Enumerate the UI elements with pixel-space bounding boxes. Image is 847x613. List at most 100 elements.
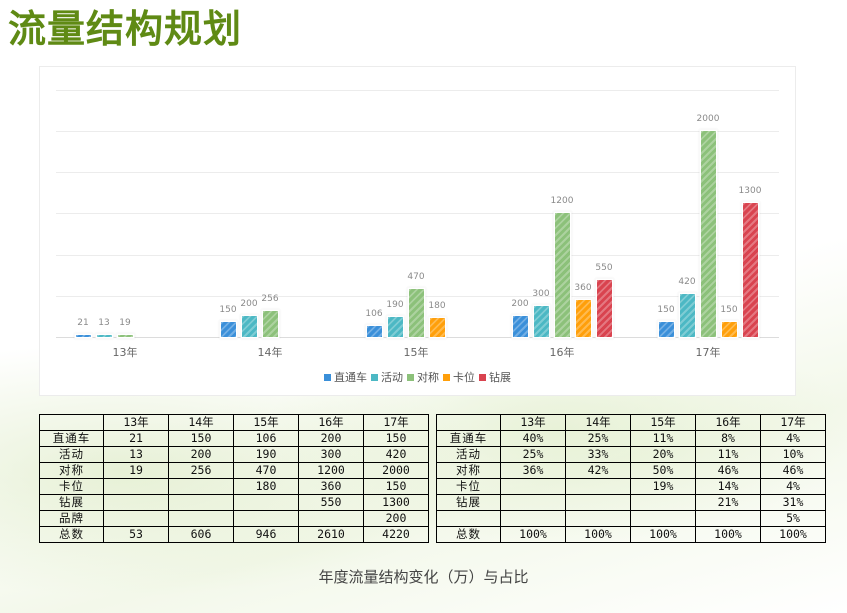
table-cell: 21% <box>695 494 761 511</box>
table-cell <box>233 510 299 527</box>
table-row: 钻展 21% 31% <box>436 494 826 511</box>
bar-4-0 <box>658 321 674 337</box>
table-cell: 46% <box>760 462 826 479</box>
table-row: 活动 25% 33% 20% 11% 10% <box>436 446 826 463</box>
table-cell: 11% <box>630 430 696 447</box>
table-row: 对称 36% 42% 50% 46% 46% <box>436 462 826 479</box>
table-cell: 150 <box>168 430 234 447</box>
bar-value-label: 300 <box>532 289 550 300</box>
table-cell: 4220 <box>363 526 429 543</box>
bar-3-1 <box>533 306 549 337</box>
row-label: 品牌 <box>39 510 104 527</box>
row-label: 总数 <box>436 526 501 543</box>
table-row: 钻展 550 1300 <box>39 494 429 511</box>
bar-value-label: 200 <box>511 299 529 310</box>
table-cell <box>695 510 761 527</box>
legend-item[interactable]: 直通车 <box>324 369 367 385</box>
legend-label: 对称 <box>417 371 439 384</box>
bar-value-label: 470 <box>407 271 425 282</box>
table-cell: 550 <box>298 494 364 511</box>
legend-item[interactable]: 对称 <box>407 369 439 385</box>
legend-swatch-icon <box>479 373 486 381</box>
row-label <box>436 510 501 527</box>
bar-0-2 <box>117 335 133 337</box>
table-cell <box>565 478 631 495</box>
table-cell: 21 <box>103 430 169 447</box>
bar-2-2 <box>408 288 424 337</box>
table-cell: 100% <box>565 526 631 543</box>
bar-value-label: 21 <box>77 317 89 328</box>
table-cell <box>565 494 631 511</box>
table-cell: 33% <box>565 446 631 463</box>
table-cell <box>103 494 169 511</box>
table-cell: 25% <box>565 430 631 447</box>
table-cell: 13 <box>103 446 169 463</box>
legend-label: 活动 <box>381 371 403 384</box>
table-cell: 42% <box>565 462 631 479</box>
table-cell <box>103 478 169 495</box>
row-label: 对称 <box>39 462 104 479</box>
table-cell: 10% <box>760 446 826 463</box>
bar-value-label: 1300 <box>738 186 762 197</box>
table-header-cell: 13年 <box>500 414 566 431</box>
table-cell: 19 <box>103 462 169 479</box>
table-cell <box>168 510 234 527</box>
table-row: 品牌 200 <box>39 510 429 527</box>
legend-item[interactable]: 卡位 <box>443 369 475 385</box>
bar-3-0 <box>512 316 528 337</box>
table-cell: 20% <box>630 446 696 463</box>
table-cell <box>298 510 364 527</box>
table-cell <box>103 510 169 527</box>
bar-4-3 <box>721 321 737 337</box>
bar-chart: 21 13 19 13年 150 200 256 14年 106 190 470 180 15年 200 3… <box>39 66 796 396</box>
table-header-row: 13年 14年 15年 16年 17年 <box>39 414 429 431</box>
bar-value-label: 150 <box>720 304 738 315</box>
table-cell: 150 <box>363 478 429 495</box>
table-header-cell: 17年 <box>363 414 429 431</box>
legend-swatch-icon <box>324 373 331 381</box>
gridline <box>56 337 779 338</box>
table-cell: 50% <box>630 462 696 479</box>
table-row: 总数 100% 100% 100% 100% 100% <box>436 526 826 543</box>
bar-value-label: 360 <box>574 282 592 293</box>
bar-2-3 <box>429 318 445 337</box>
table-header-cell: 15年 <box>630 414 696 431</box>
page-title: 流量结构规划 <box>8 7 243 51</box>
x-axis-label: 15年 <box>403 346 429 359</box>
bar-4-4 <box>742 203 758 337</box>
table-cell: 2000 <box>363 462 429 479</box>
table-header-cell: 15年 <box>233 414 299 431</box>
table-cell: 300 <box>298 446 364 463</box>
table-cell: 200 <box>363 510 429 527</box>
table-cell <box>630 494 696 511</box>
table-cell: 46% <box>695 462 761 479</box>
row-label: 直通车 <box>39 430 104 447</box>
table-cell: 200 <box>168 446 234 463</box>
row-label: 钻展 <box>39 494 104 511</box>
table-cell: 4% <box>760 478 826 495</box>
bar-2-1 <box>387 317 403 337</box>
gridline <box>56 172 779 174</box>
table-cell: 19% <box>630 478 696 495</box>
values-table: 13年 14年 15年 16年 17年 直通车 21 150 106 200 150 活动 13 200 1… <box>39 414 429 543</box>
table-header-cell <box>436 414 501 431</box>
table-cell: 100% <box>695 526 761 543</box>
bar-value-label: 106 <box>365 309 383 320</box>
row-label: 卡位 <box>39 478 104 495</box>
bar-value-label: 150 <box>657 304 675 315</box>
row-label: 直通车 <box>436 430 501 447</box>
table-cell: 8% <box>695 430 761 447</box>
bar-4-2 <box>700 131 716 337</box>
table-cell: 5% <box>760 510 826 527</box>
bar-value-label: 190 <box>386 300 404 311</box>
legend-item[interactable]: 钻展 <box>479 369 511 385</box>
row-label: 对称 <box>436 462 501 479</box>
table-cell: 420 <box>363 446 429 463</box>
table-cell <box>168 478 234 495</box>
legend-swatch-icon <box>407 373 414 381</box>
legend-item[interactable]: 活动 <box>371 369 403 385</box>
bar-value-label: 550 <box>595 263 613 274</box>
table-cell: 1200 <box>298 462 364 479</box>
table-cell: 36% <box>500 462 566 479</box>
table-cell: 360 <box>298 478 364 495</box>
